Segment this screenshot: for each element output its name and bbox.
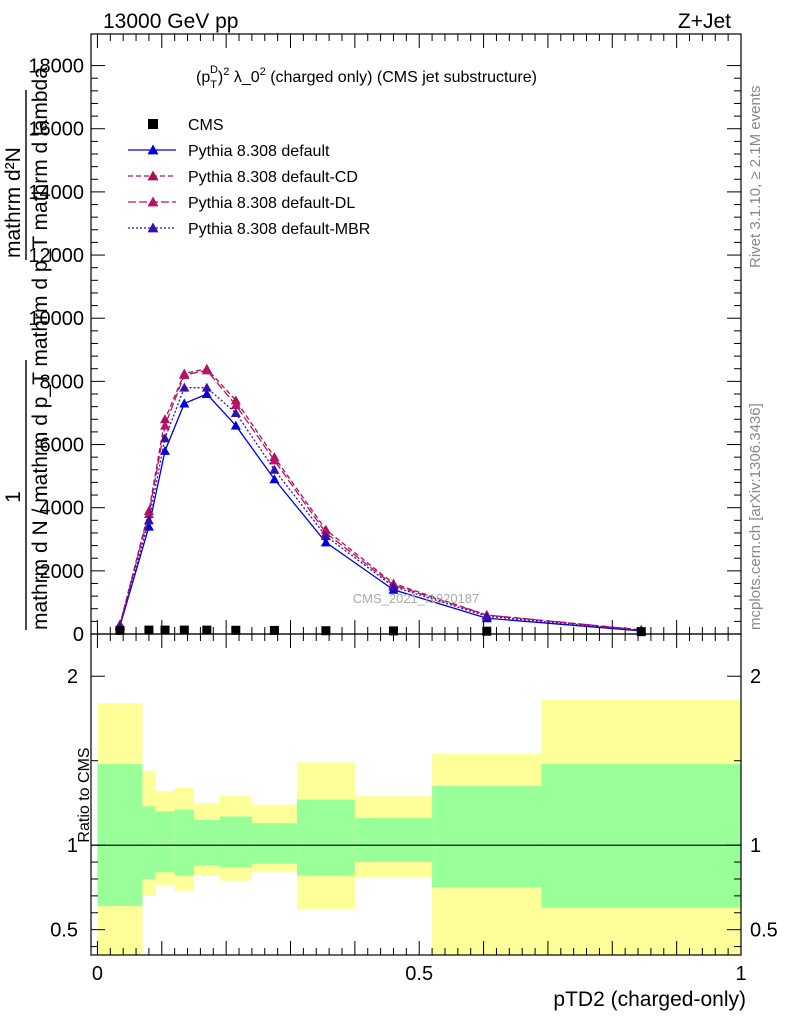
legend-marker-2 — [147, 170, 159, 181]
series-line-4 — [119, 387, 642, 632]
cms-data-point — [202, 625, 212, 635]
cms-data-point — [321, 626, 331, 636]
series-point-3 — [269, 455, 280, 465]
series-point-1 — [201, 389, 212, 398]
series-point-1 — [320, 537, 331, 547]
series-point-4 — [230, 407, 241, 417]
legend-entry-label: Pythia 8.308 default — [188, 143, 330, 160]
ratio-stat-band-6 — [251, 823, 297, 864]
ratio-ytick-label-right: 0.5 — [750, 920, 778, 942]
cms-data-point — [179, 625, 189, 635]
ratio-xtick-label: 1 — [735, 963, 746, 985]
legend-entry-label: Pythia 8.308 default-DL — [188, 195, 355, 212]
legend-marker-3 — [147, 196, 159, 207]
cms-data-point — [160, 625, 170, 635]
x-axis-label: pTD2 (charged-only) — [553, 988, 746, 1011]
series-point-3 — [160, 420, 171, 430]
main-plot-title: (pTD)2 λ_02 (charged only) (CMS jet subs… — [196, 64, 537, 91]
series-point-4 — [320, 531, 331, 541]
series-point-4 — [201, 382, 212, 392]
cms-data-point — [636, 627, 646, 637]
cms-data-point — [482, 626, 492, 636]
ratio-ytick-label-right: 2 — [750, 666, 761, 688]
ratio-frame — [90, 633, 742, 956]
series-point-4 — [269, 464, 280, 474]
ratio-panel: 0 0.5 10.5 0.51 12 2 — [50, 633, 778, 985]
main-ytick-label: 6000 — [40, 435, 85, 457]
ratio-stat-band-10 — [541, 764, 741, 908]
series-point-1 — [179, 398, 190, 408]
main-ytick-label: 14000 — [28, 182, 84, 204]
legend-entry-label: Pythia 8.308 default-MBR — [188, 221, 370, 238]
rivet-version-label: Rivet 3.1.10, ≥ 2.1M events — [747, 86, 764, 269]
cms-data-point — [115, 625, 125, 635]
ratio-ytick-label-left: 0.5 — [50, 920, 78, 942]
main-panel: 0 2000 4000 6000 8000 10000 12000 14000 16000 180… — [28, 33, 742, 646]
svg-text:1: 1 — [2, 491, 25, 503]
ratio-stat-band-5 — [219, 816, 252, 868]
cms-data-point — [144, 625, 154, 635]
main-ytick-label: 18000 — [28, 56, 84, 78]
main-ytick-label: 16000 — [28, 119, 84, 141]
ratio-stat-band-4 — [193, 819, 220, 866]
series-point-4 — [388, 581, 399, 591]
legend-marker-4 — [147, 222, 159, 233]
svg-text:mathrm d N / mathrm d p_T math: mathrm d N / mathrm d p_T mathrm d p_T m… — [29, 67, 52, 630]
ratio-stat-band-3 — [174, 809, 194, 876]
ratio-ytick-label-right: 1 — [750, 835, 761, 857]
series-point-1 — [230, 420, 241, 430]
ratio-stat-band-1 — [142, 806, 156, 879]
main-y-axis-label: 1 mathrm d N / mathrm d p_T mathrm d p_T… — [2, 67, 52, 630]
main-ytick-label: 12000 — [28, 245, 84, 267]
cms-data-point — [231, 625, 241, 635]
legend-marker-1 — [147, 144, 159, 155]
header-channel: Z+Jet — [678, 10, 731, 33]
ratio-stat-band-8 — [354, 818, 433, 863]
ratio-xtick-label: 0.5 — [405, 963, 433, 985]
legend-marker-cms — [148, 119, 158, 129]
ratio-stat-band-7 — [296, 799, 355, 876]
main-ytick-label: 8000 — [40, 371, 85, 393]
series-point-4 — [481, 611, 492, 621]
main-ytick-label: 0 — [73, 624, 84, 646]
ratio-stat-band-9 — [432, 786, 542, 888]
ratio-xtick-label: 0 — [92, 963, 103, 985]
legend-entry-label: Pythia 8.308 default-CD — [188, 169, 358, 186]
header-process: 13000 GeV pp — [103, 10, 238, 33]
main-ytick-label: 10000 — [28, 308, 84, 330]
svg-text:mathrm d²N: mathrm d²N — [2, 147, 25, 258]
ratio-ytick-label-left: 1 — [67, 835, 78, 857]
series-point-3 — [143, 509, 154, 518]
main-ytick-label: 2000 — [40, 561, 85, 583]
ratio-stat-band-0 — [97, 764, 143, 907]
series-point-3 — [179, 370, 190, 380]
series-point-3 — [230, 400, 241, 410]
ratio-ytick-label-left: 2 — [67, 666, 78, 688]
series-point-4 — [179, 382, 190, 392]
series-point-1 — [269, 474, 280, 484]
mcplots-reference-label: mcplots.cern.ch [arXiv:1306.3436] — [747, 403, 764, 630]
ratio-y-axis-label: Ratio to CMS — [76, 747, 93, 842]
cms-data-point — [388, 626, 398, 636]
series-point-4 — [160, 433, 171, 443]
legend: CMS Pythia 8.308 default Pythia 8.308 defa… — [128, 117, 370, 238]
series-point-2 — [160, 414, 171, 424]
ratio-stat-band-2 — [155, 811, 175, 873]
series-point-4 — [143, 515, 154, 525]
cms-data-point — [269, 625, 279, 635]
legend-entry-label: CMS — [188, 117, 224, 134]
series-point-3 — [201, 365, 212, 375]
main-ytick-label: 4000 — [40, 498, 85, 520]
analysis-watermark: CMS_2021_I1920187 — [353, 591, 480, 606]
series-point-1 — [160, 445, 171, 455]
series-line-2 — [119, 368, 642, 631]
